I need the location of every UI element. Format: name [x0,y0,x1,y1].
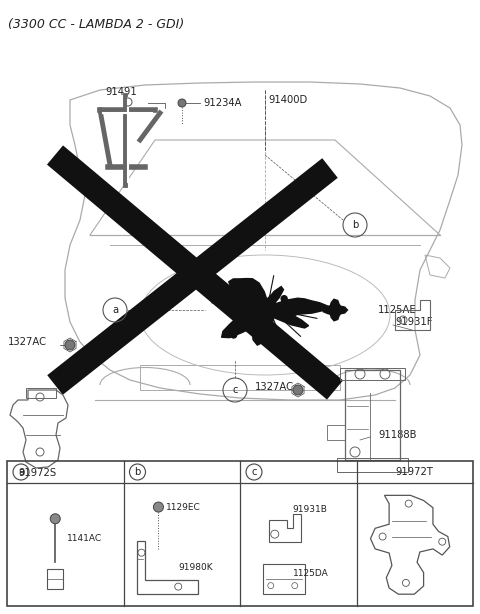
Circle shape [287,309,293,314]
Text: 91972S: 91972S [18,468,56,478]
Bar [26,388,56,398]
Text: 91491: 91491 [105,87,137,97]
Text: c: c [251,467,257,477]
Text: 1129EC: 1129EC [167,503,201,511]
Text: 91400D: 91400D [268,95,307,105]
Text: 91972T: 91972T [396,467,434,477]
Circle shape [65,340,75,350]
Bar [7,461,473,606]
Polygon shape [221,279,327,345]
Text: 91931F: 91931F [395,317,432,327]
Bar [337,458,408,472]
Text: 1141AC: 1141AC [67,534,102,543]
Bar [263,564,305,594]
Text: 91188B: 91188B [378,430,417,440]
Circle shape [178,99,186,107]
Bar [140,365,340,390]
Text: (3300 CC - LAMBDA 2 - GDI): (3300 CC - LAMBDA 2 - GDI) [8,18,184,31]
Text: 1125AE: 1125AE [378,305,417,315]
Bar [340,368,405,380]
Circle shape [298,307,304,313]
Circle shape [281,296,287,301]
Circle shape [292,319,298,325]
Text: b: b [352,220,358,230]
Text: 91234A: 91234A [203,98,241,108]
Circle shape [246,294,252,300]
Bar [327,425,345,440]
Text: a: a [112,305,118,315]
Text: b: b [134,467,141,477]
Text: 91931B: 91931B [293,505,328,514]
Polygon shape [324,299,348,321]
Text: a: a [18,467,24,477]
Circle shape [269,295,275,301]
Circle shape [50,514,60,524]
Bar [345,370,400,460]
Text: c: c [232,385,238,395]
Text: 91980K: 91980K [178,564,213,572]
Circle shape [293,385,303,395]
Circle shape [285,305,291,311]
Text: 1327AC: 1327AC [255,382,294,392]
Circle shape [154,502,164,512]
Circle shape [231,332,237,338]
Circle shape [242,301,248,308]
Text: 1125DA: 1125DA [293,569,328,578]
Circle shape [276,331,282,336]
Bar [47,569,63,589]
Text: 1327AC: 1327AC [8,337,47,347]
